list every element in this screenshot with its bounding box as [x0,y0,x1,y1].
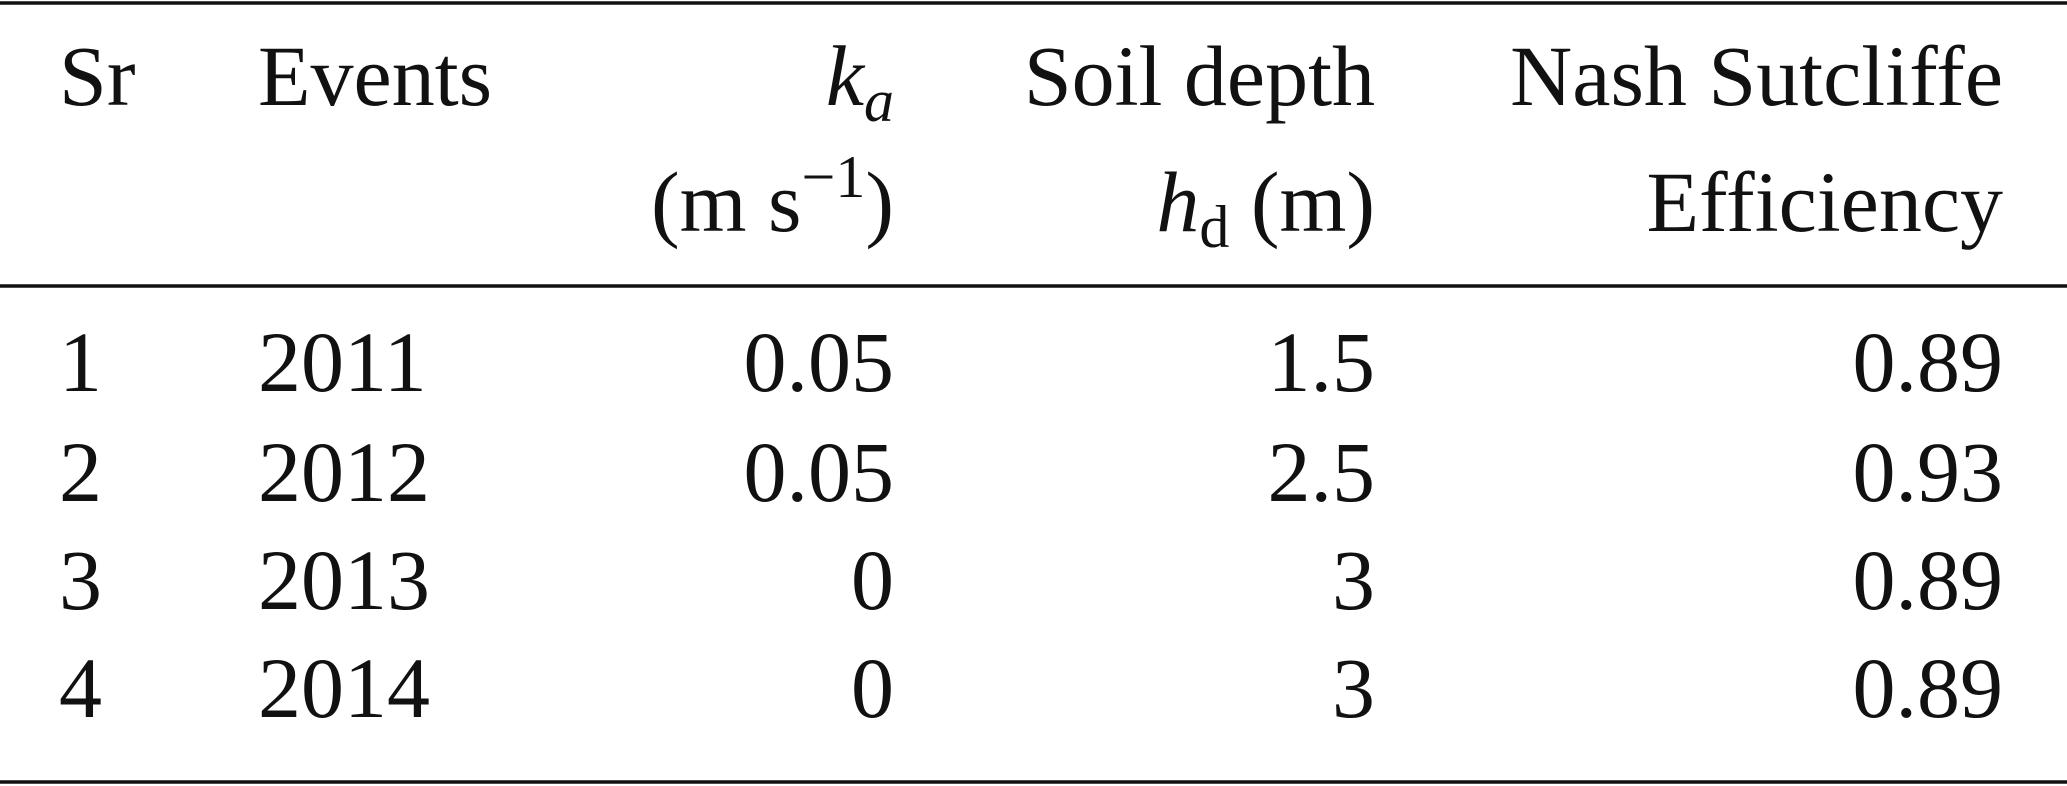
table-cell: 2013 [258,532,430,628]
table-cell: 0.93 [1853,424,2004,520]
table-cell: 2012 [258,424,430,520]
subscript: a [864,68,894,134]
header-cell: Events [258,28,492,124]
table-cell: 1 [59,314,102,410]
table-cell: 0 [851,640,894,736]
header-cell: ka [826,28,894,134]
header-cell: Efficiency [1646,154,2003,250]
table-cell: 3 [1332,532,1375,628]
symbol: h [1156,154,1199,250]
table-cell: 0.05 [744,314,895,410]
table-cell: 2.5 [1268,424,1376,520]
table-cell: 0 [851,532,894,628]
unit: (m s [651,154,802,250]
subscript: d [1199,194,1229,260]
header-cell: Soil depth [1024,28,1375,124]
table-cell: 2014 [258,640,430,736]
table-cell: 0.05 [744,424,895,520]
header-cell: hd (m) [1156,154,1375,260]
symbol: k [826,28,866,124]
table-cell: 0.89 [1853,532,2004,628]
table-cell: 4 [59,640,102,736]
table-cell: 2 [59,424,102,520]
table-cell: 0.89 [1853,314,2004,410]
header-cell: Sr [59,28,135,124]
unit: (m) [1229,154,1375,250]
superscript: −1 [802,144,866,210]
table-cell: 3 [59,532,102,628]
table-cell: 3 [1332,640,1375,736]
table-cell: 0.89 [1853,640,2004,736]
header-cell: Nash Sutcliffe [1510,28,2003,124]
table-cell: 1.5 [1268,314,1376,410]
table-cell: 2011 [258,314,427,410]
unit: ) [865,154,894,250]
header-cell: (m s−1) [651,144,894,250]
